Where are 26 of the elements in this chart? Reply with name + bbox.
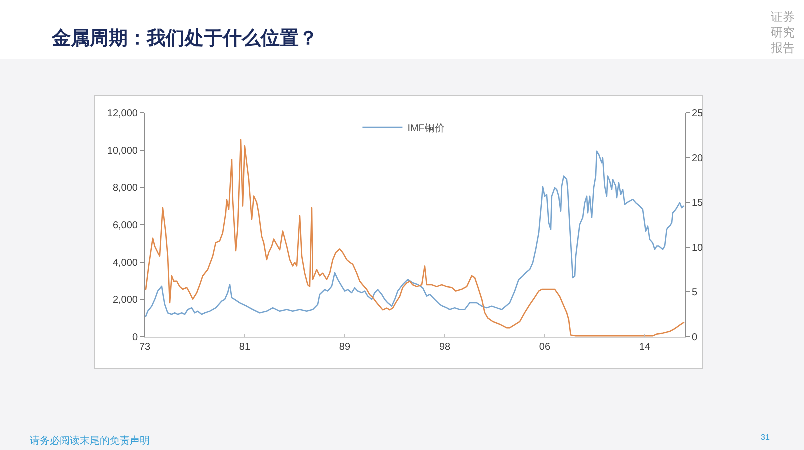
x-tick-label: 14: [639, 342, 651, 353]
line-series: [145, 150, 685, 318]
text: 证券研究报告: [770, 10, 795, 56]
x-tick-label: 98: [439, 342, 451, 353]
y2-tick-label: 0: [692, 332, 698, 344]
y-tick-label: 6,000: [112, 220, 138, 232]
x-tick-label: 73: [139, 342, 151, 353]
y-tick-label: 2,000: [112, 295, 138, 306]
x-tick-label: 06: [539, 342, 551, 353]
y-tick-label: 12,000: [107, 108, 138, 120]
text: 31: [761, 433, 770, 442]
y-tick-label: 10,000: [107, 146, 138, 157]
x-tick-label: 81: [239, 342, 251, 353]
y2-tick-label: 25: [692, 108, 704, 120]
x-tick-label: 89: [339, 342, 351, 353]
legend-label: IMF铜价: [408, 122, 445, 134]
line-series: [145, 139, 685, 337]
y-tick-label: 4,000: [112, 258, 138, 269]
y2-tick-label: 5: [692, 288, 698, 299]
y2-tick-label: 10: [692, 242, 704, 254]
y-tick-label: 0: [132, 332, 138, 344]
text: 请务必阅读末尾的免责声明: [30, 435, 150, 447]
chart-title: 金属周期：我们处于什么位置？: [51, 28, 318, 50]
y-tick-label: 8,000: [112, 183, 138, 194]
y2-tick-label: 20: [692, 153, 704, 164]
y2-tick-label: 15: [692, 198, 704, 210]
